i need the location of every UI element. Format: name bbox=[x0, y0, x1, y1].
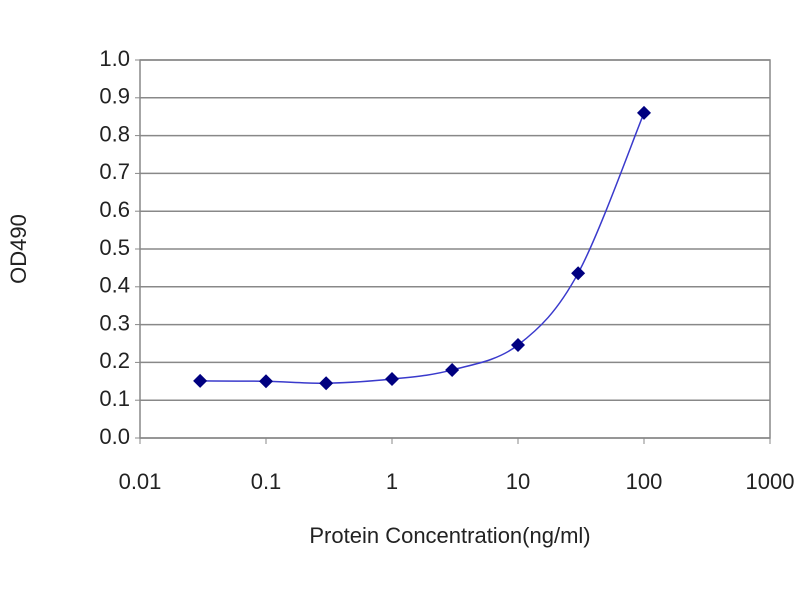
data-point bbox=[385, 372, 399, 387]
data-point bbox=[511, 338, 525, 353]
data-point bbox=[259, 374, 273, 389]
data-point bbox=[445, 362, 460, 377]
x-axis-label: Protein Concentration(ng/ml) bbox=[309, 523, 590, 548]
y-tick-label: 0.8 bbox=[99, 121, 130, 146]
x-tick-label: 1000 bbox=[746, 469, 795, 494]
y-tick-label: 1.0 bbox=[99, 46, 130, 71]
x-tick-label: 0.01 bbox=[119, 469, 162, 494]
y-axis-label: OD490 bbox=[6, 214, 31, 284]
y-tick-label: 0.5 bbox=[99, 235, 130, 260]
y-tick-label: 0.1 bbox=[99, 386, 130, 411]
y-tick-label: 0.7 bbox=[99, 159, 130, 184]
y-tick-label: 0.2 bbox=[99, 348, 130, 373]
x-tick-label: 100 bbox=[626, 469, 663, 494]
x-tick-label: 0.1 bbox=[251, 469, 282, 494]
data-point bbox=[637, 105, 651, 120]
y-tick-label: 0.3 bbox=[99, 310, 130, 335]
data-point bbox=[571, 266, 586, 281]
y-tick-label: 0.4 bbox=[99, 273, 130, 298]
data-point bbox=[319, 376, 334, 391]
y-tick-label: 0.0 bbox=[99, 424, 130, 449]
y-tick-label: 0.6 bbox=[99, 197, 130, 222]
data-point bbox=[193, 373, 208, 388]
y-tick-label: 0.9 bbox=[99, 84, 130, 109]
x-tick-label: 1 bbox=[386, 469, 398, 494]
x-tick-label: 10 bbox=[506, 469, 530, 494]
